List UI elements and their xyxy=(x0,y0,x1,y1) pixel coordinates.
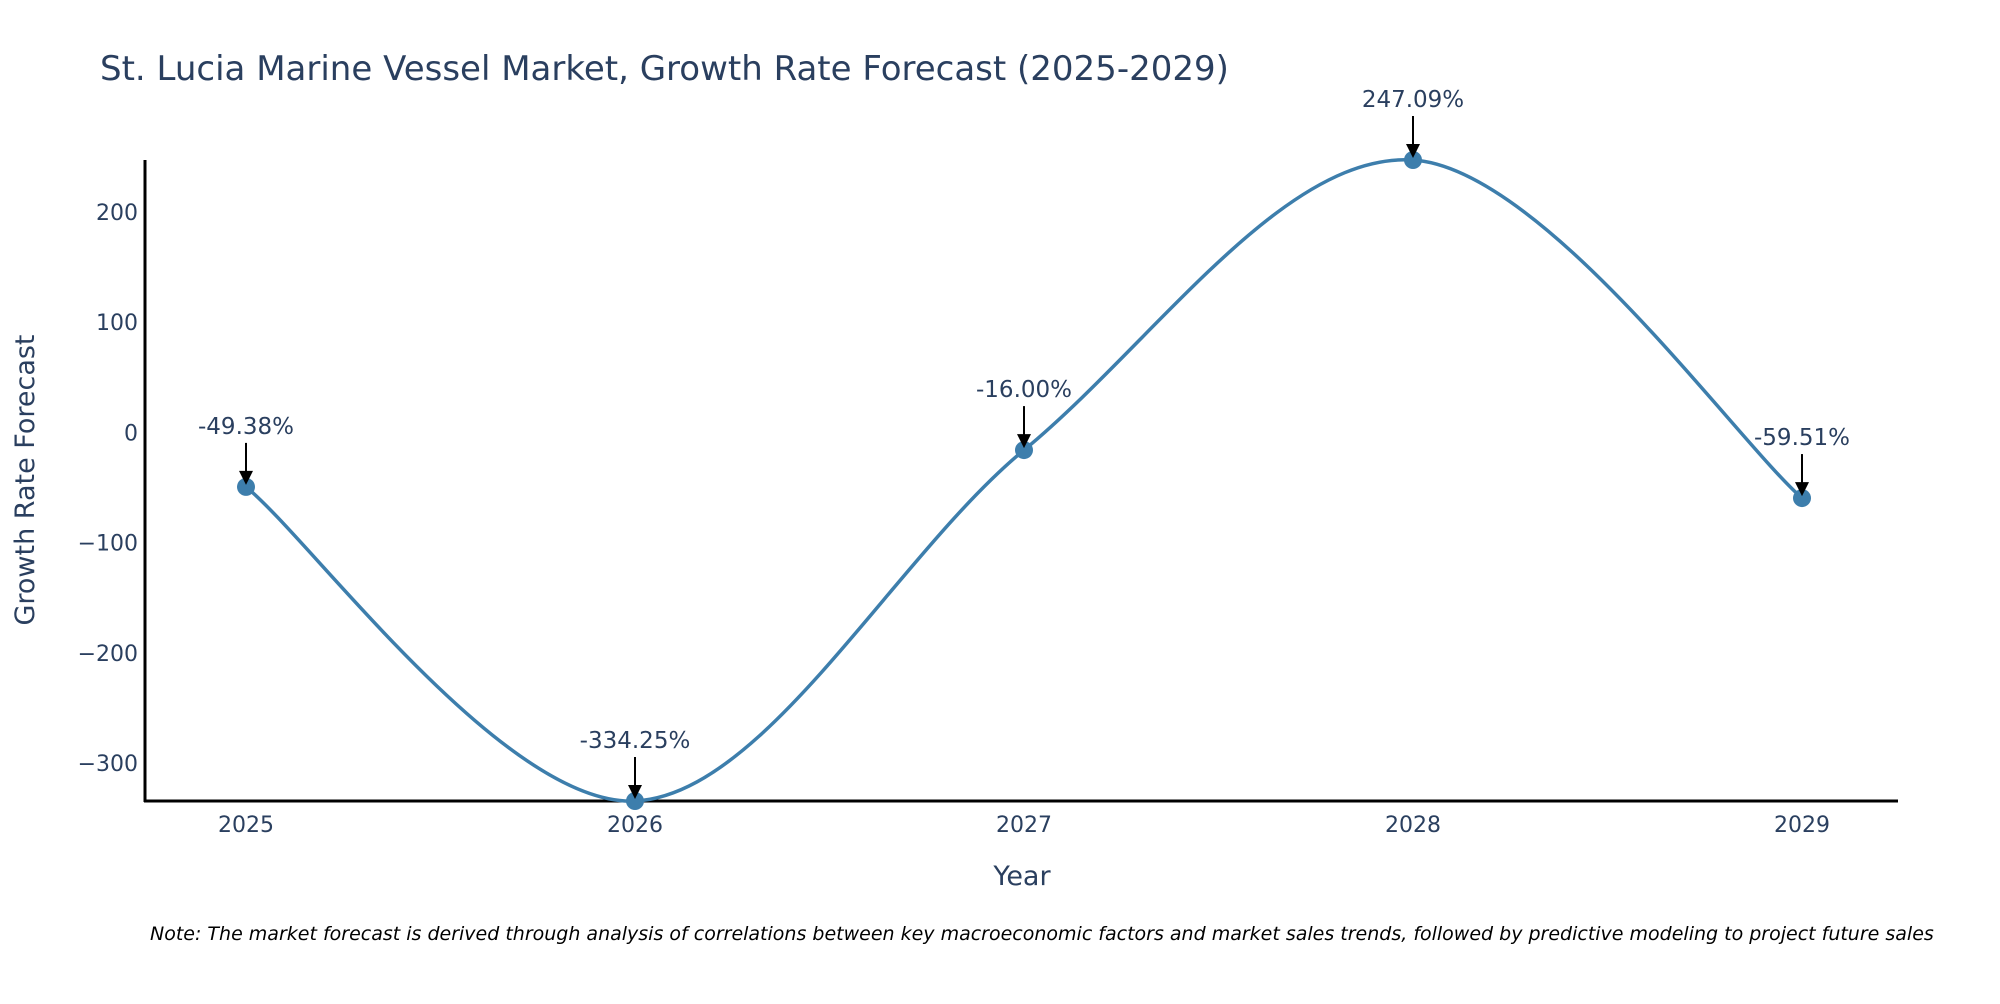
data-label: 247.09% xyxy=(1362,87,1464,113)
x-tick-label: 2028 xyxy=(1385,813,1441,838)
x-tick-label: 2025 xyxy=(218,813,274,838)
annotation-arrow-head xyxy=(1017,434,1031,449)
y-tick-labels: 200 100 0 −100 −200 −300 xyxy=(78,201,138,777)
annotation-arrow-head xyxy=(1406,144,1420,158)
data-point-2029 xyxy=(1793,489,1811,508)
data-point-2026 xyxy=(626,792,644,810)
data-label: -59.51% xyxy=(1754,425,1850,451)
y-tick-label: −100 xyxy=(78,532,138,557)
data-label: -16.00% xyxy=(976,377,1072,403)
series-line xyxy=(244,158,1804,803)
annotation-arrow-head xyxy=(239,470,253,485)
data-label: -334.25% xyxy=(580,728,691,754)
data-labels: -49.38% -334.25% -16.00% 247.09% -59.51% xyxy=(198,87,1850,799)
y-tick-label: −200 xyxy=(78,642,138,667)
y-tick-label: −300 xyxy=(78,752,138,777)
y-axis-title: Growth Rate Forecast xyxy=(10,334,41,625)
annotation-arrow-head xyxy=(1795,482,1809,497)
data-point-2028 xyxy=(1404,151,1422,169)
x-tick-label: 2026 xyxy=(607,813,663,838)
x-tick-label: 2029 xyxy=(1774,813,1830,838)
footnote: Note: The market forecast is derived thr… xyxy=(150,923,1934,945)
y-tick-label: 0 xyxy=(124,421,138,446)
series-layer xyxy=(237,151,1811,810)
y-tick-label: 200 xyxy=(96,201,138,226)
x-axis-title: Year xyxy=(992,861,1051,892)
chart-title: St. Lucia Marine Vessel Market, Growth R… xyxy=(100,49,1229,89)
x-tick-labels: 2025 2026 2027 2028 2029 xyxy=(218,813,1830,838)
x-tick-label: 2027 xyxy=(996,813,1052,838)
data-point-2027 xyxy=(1015,441,1033,460)
y-tick-label: 100 xyxy=(96,311,138,336)
annotation-arrow-head xyxy=(628,785,642,799)
axes xyxy=(143,160,1898,803)
data-label: -49.38% xyxy=(198,414,294,440)
data-point-2025 xyxy=(237,477,255,496)
